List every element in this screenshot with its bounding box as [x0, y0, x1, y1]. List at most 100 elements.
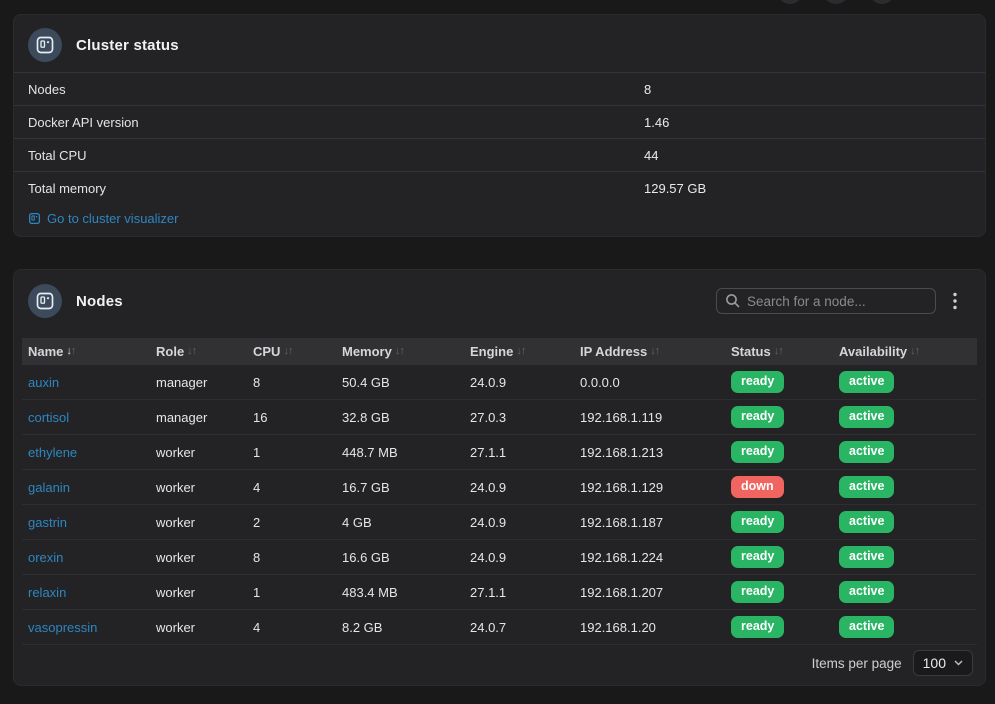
status-badge: ready [731, 406, 785, 428]
node-name-link[interactable]: vasopressin [28, 619, 98, 635]
node-role: worker [156, 444, 196, 460]
node-cpu: 4 [253, 619, 261, 635]
node-cpu: 1 [253, 584, 261, 600]
column-header-name[interactable]: Name ↓↑ [22, 344, 150, 359]
sort-icons: ↓↑ [66, 345, 76, 357]
column-header-memory[interactable]: Memory ↓↑ [336, 344, 464, 359]
panel-gap [13, 237, 986, 269]
kebab-menu-button[interactable] [945, 288, 965, 314]
header-button-1[interactable] [777, 0, 803, 4]
node-role: worker [156, 619, 196, 635]
sort-icons: ↓↑ [283, 345, 293, 357]
column-label: IP Address [580, 344, 648, 359]
node-engine: 27.1.1 [470, 584, 507, 600]
cluster-visualizer-link-label: Go to cluster visualizer [47, 211, 179, 226]
node-memory: 32.8 GB [342, 409, 390, 425]
table-row: galanin worker 4 16.7 GB 24.0.9 192.168.… [22, 470, 977, 505]
sort-icons: ↓↑ [187, 345, 197, 357]
nodes-icon [28, 284, 62, 318]
nodes-table-header: Name ↓↑ Role ↓↑ CPU ↓↑ Memory ↓↑ Engine [22, 338, 977, 365]
column-label: Name [28, 344, 64, 359]
nodes-title: Nodes [76, 292, 123, 310]
node-name-link[interactable]: ethylene [28, 444, 78, 460]
stat-row-total-cpu: Total CPU 44 [14, 138, 985, 171]
node-cpu: 8 [253, 374, 261, 390]
node-ip: 192.168.1.224 [580, 549, 664, 565]
cluster-visualizer-link[interactable]: Go to cluster visualizer [14, 204, 985, 236]
nodes-table: Name ↓↑ Role ↓↑ CPU ↓↑ Memory ↓↑ Engine [22, 338, 977, 645]
nodes-panel: Nodes [13, 269, 986, 686]
node-name-link[interactable]: cortisol [28, 409, 70, 425]
status-badge: ready [731, 581, 785, 603]
items-per-page-label: Items per page [811, 655, 902, 671]
page: Cluster status Nodes 8 Docker API versio… [13, 14, 986, 686]
column-header-ip-address[interactable]: IP Address ↓↑ [574, 344, 725, 359]
node-cpu: 4 [253, 479, 261, 495]
node-name-link[interactable]: relaxin [28, 584, 67, 600]
column-header-cpu[interactable]: CPU ↓↑ [247, 344, 336, 359]
column-header-availability[interactable]: Availability ↓↑ [833, 344, 977, 359]
column-header-role[interactable]: Role ↓↑ [150, 344, 247, 359]
cluster-status-header: Cluster status [14, 15, 985, 72]
search-input[interactable] [716, 288, 936, 314]
stat-value: 44 [644, 147, 659, 163]
node-name-link[interactable]: galanin [28, 479, 70, 495]
node-cpu: 8 [253, 549, 261, 565]
availability-badge: active [839, 511, 895, 533]
node-name-link[interactable]: auxin [28, 374, 60, 390]
node-ip: 192.168.1.20 [580, 619, 656, 635]
node-name-link[interactable]: gastrin [28, 514, 68, 530]
node-memory: 8.2 GB [342, 619, 383, 635]
availability-badge: active [839, 371, 895, 393]
availability-badge: active [839, 546, 895, 568]
search-icon [725, 293, 741, 309]
sort-icons: ↓↑ [773, 345, 784, 357]
node-ip: 192.168.1.187 [580, 514, 664, 530]
stat-value: 8 [644, 81, 652, 97]
node-cpu: 2 [253, 514, 261, 530]
node-engine: 24.0.9 [470, 549, 507, 565]
node-ip: 192.168.1.207 [580, 584, 664, 600]
table-row: ethylene worker 1 448.7 MB 27.1.1 192.16… [22, 435, 977, 470]
chevron-down-icon [954, 660, 963, 666]
node-engine: 24.0.7 [470, 619, 507, 635]
node-ip: 192.168.1.119 [580, 409, 663, 425]
column-label: Availability [839, 344, 908, 359]
table-footer: Items per page 100 [14, 645, 985, 685]
availability-badge: active [839, 406, 895, 428]
node-engine: 27.1.1 [470, 444, 507, 460]
node-memory: 483.4 MB [342, 584, 398, 600]
availability-badge: active [839, 616, 895, 638]
sort-icons: ↓↑ [394, 345, 405, 357]
node-role: manager [156, 409, 208, 425]
node-role: worker [156, 479, 196, 495]
status-badge: ready [731, 616, 785, 638]
node-role: worker [156, 514, 196, 530]
stat-row-nodes: Nodes 8 [14, 72, 985, 105]
column-header-status[interactable]: Status ↓↑ [725, 344, 833, 359]
column-label: Role [156, 344, 185, 359]
table-row: gastrin worker 2 4 GB 24.0.9 192.168.1.1… [22, 505, 977, 540]
sort-icons: ↓↑ [650, 345, 660, 357]
stat-row-api-version: Docker API version 1.46 [14, 105, 985, 138]
column-header-engine[interactable]: Engine ↓↑ [464, 344, 574, 359]
node-engine: 24.0.9 [470, 514, 507, 530]
visualizer-icon [28, 212, 41, 225]
column-label: Memory [342, 344, 392, 359]
node-role: worker [156, 549, 196, 565]
status-badge: ready [731, 371, 785, 393]
header-button-2[interactable] [823, 0, 849, 4]
availability-badge: active [839, 441, 895, 463]
node-memory: 4 GB [342, 514, 372, 530]
node-engine: 24.0.9 [470, 479, 507, 495]
table-row: orexin worker 8 16.6 GB 24.0.9 192.168.1… [22, 540, 977, 575]
node-memory: 448.7 MB [342, 444, 398, 460]
status-badge: ready [731, 441, 785, 463]
header-button-3[interactable] [869, 0, 895, 4]
node-name-link[interactable]: orexin [28, 549, 64, 565]
items-per-page-select[interactable]: 100 [912, 650, 973, 676]
stat-label: Docker API version [28, 114, 139, 130]
availability-badge: active [839, 476, 895, 498]
column-label: Engine [470, 344, 514, 359]
table-row: vasopressin worker 4 8.2 GB 24.0.7 192.1… [22, 610, 977, 645]
